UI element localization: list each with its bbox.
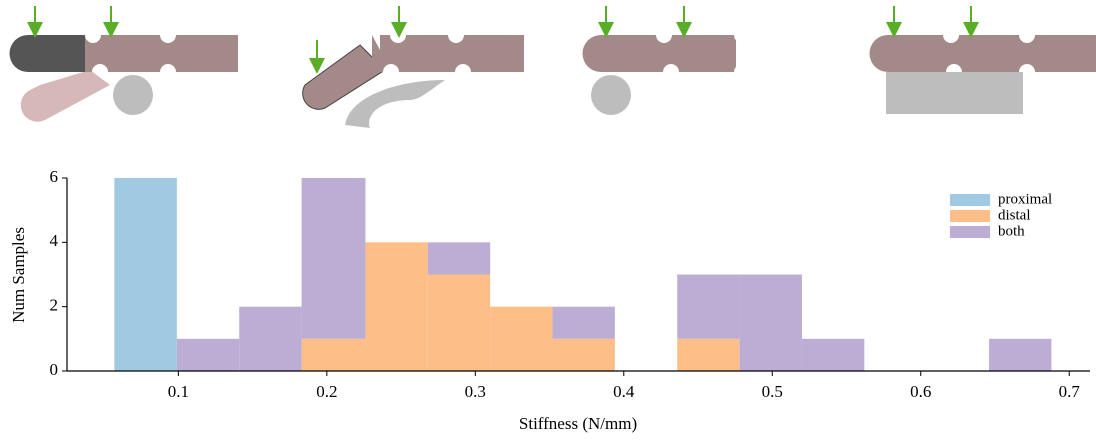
bar [802, 339, 864, 371]
bar [553, 339, 615, 371]
x-tick-label: 0.7 [1059, 382, 1081, 401]
legend-swatch [950, 194, 990, 206]
legend-swatch [950, 226, 990, 238]
y-tick-label: 0 [50, 360, 59, 379]
panel-3 [583, 6, 750, 115]
panel-4 [870, 6, 1096, 114]
illustrations [10, 6, 1096, 128]
bar [677, 339, 739, 371]
bar [553, 307, 615, 339]
bar [302, 178, 366, 339]
x-axis-label: Stiffness (N/mm) [519, 414, 637, 433]
x-tick-label: 0.2 [316, 382, 337, 401]
legend-label: both [998, 223, 1025, 239]
bar [677, 275, 739, 339]
bar [740, 275, 802, 372]
legend-label: distal [998, 207, 1031, 223]
x-tick-label: 0.4 [613, 382, 635, 401]
x-tick-label: 0.3 [465, 382, 486, 401]
x-tick-label: 0.6 [910, 382, 931, 401]
bar [177, 339, 239, 371]
bar [989, 339, 1051, 371]
x-tick-label: 0.5 [762, 382, 783, 401]
panel-1 [10, 6, 239, 122]
bar [239, 307, 301, 371]
legend-label: proximal [998, 191, 1052, 207]
bar [428, 275, 490, 372]
y-tick-label: 2 [50, 296, 59, 315]
bar [490, 307, 552, 371]
y-tick-label: 6 [50, 167, 59, 186]
bar [302, 339, 366, 371]
x-tick-label: 0.1 [168, 382, 189, 401]
legend-swatch [950, 210, 990, 222]
plot: 0 2 4 6 0.1 0.2 0.3 0.4 0.5 0.6 0.7 proximaldistalb… [50, 167, 1091, 401]
bar [428, 242, 490, 274]
bar [114, 178, 177, 371]
bar [365, 242, 427, 371]
y-tick-label: 4 [50, 231, 59, 250]
panel-2 [303, 6, 524, 128]
y-axis-label: Num Samples [9, 227, 28, 323]
